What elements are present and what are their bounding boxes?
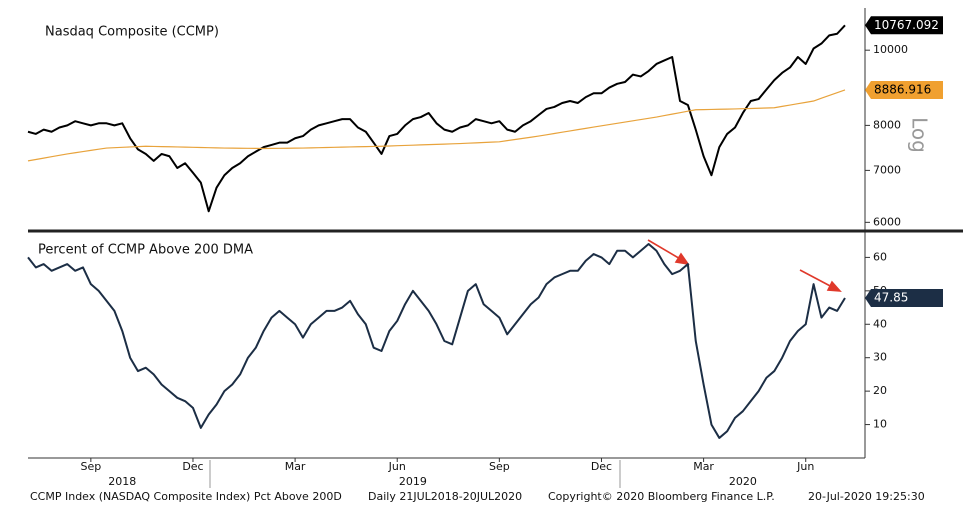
last-value-label: 47.85: [874, 291, 908, 305]
arrow-head: [674, 252, 690, 266]
footer-text: Copyright© 2020 Bloomberg Finance L.P.: [548, 490, 775, 503]
y-tick-label: 10: [873, 418, 887, 431]
y-tick-label: 7000: [873, 163, 901, 176]
y-tick-label: 20: [873, 384, 887, 397]
last-value-box: [865, 289, 943, 308]
footer-text: 20-Jul-2020 19:25:30: [808, 490, 925, 503]
series-line: [27, 89, 846, 162]
arrow: [799, 269, 835, 289]
footer-text: Daily 21JUL2018-20JUL2020: [368, 490, 522, 503]
y-tick-label: 8000: [873, 118, 901, 131]
annotation-arrows: [647, 239, 842, 292]
year-label: 2018: [108, 475, 136, 488]
x-tick-label: Jun: [796, 460, 814, 473]
last-value-box: [865, 80, 943, 99]
y-tick-label: 30: [873, 351, 887, 364]
bottom-title: Percent of CCMP Above 200 DMA: [38, 243, 253, 258]
arrow: [647, 239, 683, 261]
x-tick-label: Jun: [388, 460, 406, 473]
year-label: 2019: [399, 475, 427, 488]
x-tick-label: Mar: [285, 460, 306, 473]
y-tick-label: 60: [873, 250, 887, 263]
footer-text: CCMP Index (NASDAQ Composite Index) Pct …: [30, 490, 342, 503]
y-tick-label: 40: [873, 317, 887, 330]
x-tick-label: Dec: [182, 460, 203, 473]
x-tick-label: Sep: [80, 460, 101, 473]
year-label: 2020: [729, 475, 757, 488]
series-line: [27, 243, 846, 439]
x-tick-label: Sep: [489, 460, 510, 473]
y-tick-label: 6000: [873, 215, 901, 228]
log-label: Log: [908, 117, 932, 153]
last-value-label: 8886.916: [874, 82, 931, 96]
top-title: Nasdaq Composite (CCMP): [45, 25, 219, 40]
y-tick-label: 10000: [873, 43, 908, 56]
last-value-label: 10767.092: [874, 18, 939, 32]
series-line: [27, 24, 846, 213]
x-tick-label: Mar: [693, 460, 714, 473]
x-tick-label: Dec: [591, 460, 612, 473]
last-value-box: [865, 16, 943, 35]
arrow-head: [826, 280, 842, 292]
